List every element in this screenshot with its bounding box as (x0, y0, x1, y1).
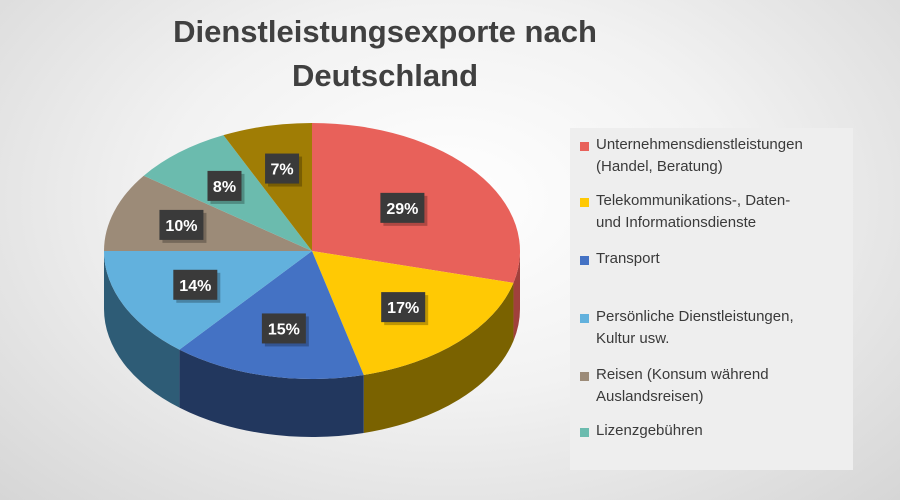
pie-slices (104, 123, 520, 379)
legend-swatch (580, 256, 589, 265)
legend-label: Transport (596, 250, 660, 267)
legend-label: und Informationsdienste (596, 214, 757, 231)
chart-title: Dienstleistungsexporte nach Deutschland (173, 14, 597, 93)
legend-swatch (580, 372, 589, 381)
legend-swatch (580, 314, 589, 323)
data-label: 29% (380, 192, 428, 226)
pie-side-wall (179, 349, 364, 437)
data-label: 14% (173, 269, 221, 303)
pie-slice (104, 175, 312, 251)
data-label: 17% (381, 292, 429, 326)
data-label-box (261, 313, 306, 344)
legend-item: Persönliche Dienstleistungen, Kultur usw… (580, 306, 845, 350)
data-label: 8% (207, 170, 245, 204)
legend-label: Unternehmensdienstleistungen (596, 136, 803, 153)
legend-label: Telekommunikations-, Daten- (596, 192, 791, 209)
data-label-text: 17% (387, 300, 419, 317)
legend-label: Lizenzgebühren (596, 422, 703, 439)
data-label-text: 29% (386, 201, 418, 218)
data-label: 15% (261, 313, 309, 347)
legend-swatch (580, 198, 589, 207)
data-label-box (265, 153, 300, 184)
data-label-text: 7% (270, 162, 293, 179)
data-label-box (380, 192, 425, 223)
legend-swatch (580, 428, 589, 437)
data-label-box (173, 269, 218, 300)
legend: Unternehmensdienstleistungen (Handel, Be… (570, 128, 853, 470)
data-label-text: 8% (213, 179, 236, 196)
pie-side-wall (363, 282, 514, 433)
data-labels: 29% 17% 15% 14% 10% 8% 7% (159, 153, 429, 347)
data-label-box (381, 292, 426, 323)
pie-side-walls (104, 251, 520, 437)
data-label-box (159, 209, 204, 240)
data-label-box (207, 170, 242, 201)
data-label: 7% (265, 153, 303, 187)
legend-item: Reisen (Konsum während Auslandsreisen) (580, 364, 845, 408)
legend-item: Lizenzgebühren (580, 420, 845, 442)
pie-slice (104, 251, 312, 350)
legend-label: Auslandsreisen) (596, 388, 704, 405)
pie-side-wall (104, 251, 180, 408)
legend-item: Telekommunikations-, Daten- und Informat… (580, 190, 845, 234)
legend-swatch (580, 142, 589, 151)
legend-item: Unternehmensdienstleistungen (Handel, Be… (580, 134, 845, 178)
data-label: 10% (159, 209, 207, 243)
data-label-text: 15% (268, 321, 300, 338)
data-label-text: 14% (179, 278, 211, 295)
data-label-text: 10% (165, 218, 197, 235)
legend-label: Persönliche Dienstleistungen, (596, 308, 794, 325)
legend-label: (Handel, Beratung) (596, 158, 723, 175)
legend-label: Kultur usw. (596, 330, 670, 347)
pie-side-wall (513, 251, 520, 341)
legend-item: Transport (580, 248, 845, 270)
legend-label: Reisen (Konsum während (596, 366, 769, 383)
